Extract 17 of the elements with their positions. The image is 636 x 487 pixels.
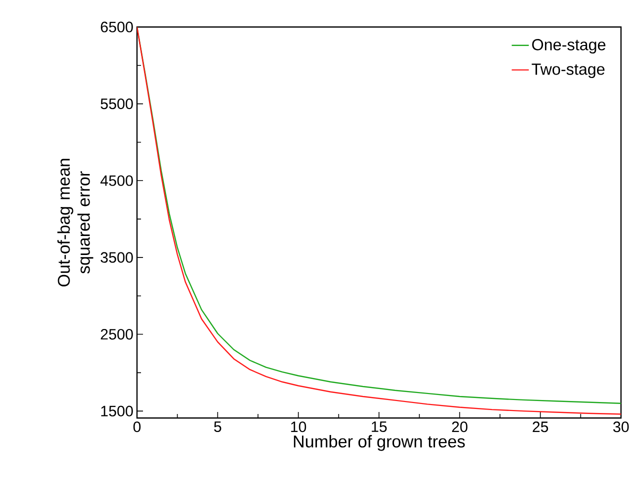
y-tick-label: 5500	[100, 98, 133, 110]
x-tick-label: 5	[214, 422, 222, 432]
y-tick-label: 6500	[100, 22, 133, 32]
legend-label: Two-stage	[532, 64, 605, 78]
y-tick-label: 3500	[100, 252, 133, 263]
x-axis-title: Number of grown trees	[294, 435, 465, 451]
y-axis-title: Out-of-bag mean squared error	[57, 158, 94, 286]
x-tick-label: 0	[133, 422, 141, 432]
x-tick-label: 15	[372, 422, 387, 432]
y-tick-label: 2500	[100, 328, 133, 340]
y-tick-label: 1500	[101, 406, 133, 416]
x-tick-label: 10	[291, 422, 306, 432]
x-tick-label: 30	[613, 422, 629, 432]
legend-label: One-stage	[532, 39, 606, 54]
x-tick-label: 25	[532, 422, 548, 432]
y-tick-label: 4500	[100, 175, 133, 186]
x-tick-label: 20	[452, 422, 468, 432]
